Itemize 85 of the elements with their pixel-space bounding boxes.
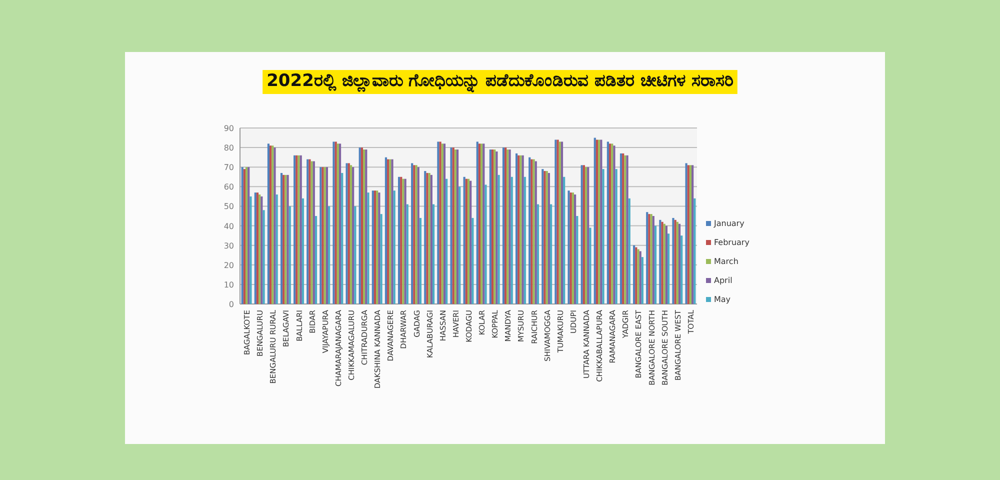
bar	[680, 236, 683, 304]
bar	[458, 186, 461, 304]
bar	[380, 214, 382, 304]
chart-title: 2022ರಲ್ಲಿ ಜಿಲ್ಲಾವಾರು ಗೋಧಿಯನ್ನು ಪಡೆದುಕೊಂಡಿರುವ ಪಡಿತರ ಚೀಟಿಗಳ ಸರಾಸರಿ	[266, 71, 734, 93]
bar	[338, 144, 342, 304]
y-tick-label: 40	[224, 222, 234, 231]
bar	[491, 150, 494, 304]
bar	[280, 172, 283, 304]
bar	[341, 172, 344, 304]
y-tick-label: 20	[224, 260, 234, 270]
bar	[256, 192, 259, 304]
bar	[288, 206, 291, 304]
y-tick-label: 80	[224, 144, 234, 153]
bar	[574, 194, 576, 304]
bar	[615, 169, 618, 304]
bar	[250, 196, 252, 304]
bar	[443, 144, 446, 304]
bar	[372, 190, 374, 304]
bar	[354, 206, 356, 304]
legend-label: March	[714, 257, 738, 266]
bar	[678, 224, 681, 304]
bar	[587, 167, 590, 304]
bar	[419, 218, 422, 304]
bar	[654, 226, 657, 304]
bar	[602, 169, 604, 304]
bar	[641, 257, 644, 304]
y-tick-label: 90	[224, 124, 234, 133]
bar	[314, 216, 318, 304]
y-tick-label: 60	[224, 182, 234, 192]
y-tick-label: 10	[224, 280, 234, 290]
bar	[596, 140, 598, 304]
bar	[510, 176, 513, 304]
bar	[262, 210, 265, 304]
bar	[524, 176, 526, 304]
bar	[254, 192, 256, 304]
bar	[245, 167, 248, 304]
bar	[694, 198, 696, 304]
bar	[620, 153, 622, 304]
bar	[608, 144, 612, 304]
bar	[576, 216, 578, 304]
legend-label: April	[714, 276, 732, 285]
bar	[456, 150, 459, 304]
bar	[406, 204, 408, 304]
bar	[550, 204, 552, 304]
bar	[446, 178, 448, 304]
legend-label: May	[714, 295, 731, 304]
bar	[267, 144, 270, 304]
bar	[484, 184, 487, 304]
bar	[248, 167, 250, 304]
bar	[374, 190, 376, 304]
bar	[326, 167, 328, 304]
bar	[589, 228, 592, 304]
y-tick-label: 30	[224, 241, 234, 250]
bar	[692, 165, 694, 304]
bar	[393, 190, 396, 304]
bar	[536, 204, 540, 304]
bar	[470, 180, 472, 304]
y-tick-label: 70	[224, 163, 234, 172]
bar	[302, 198, 304, 304]
bar	[478, 144, 481, 304]
bar	[560, 142, 564, 304]
bar	[563, 176, 566, 304]
legend-label: January	[713, 219, 745, 228]
bar	[350, 165, 352, 304]
bar	[432, 204, 435, 304]
legend-label: February	[714, 238, 750, 247]
bar	[594, 138, 596, 304]
bar	[467, 178, 470, 304]
y-tick-label: 0	[228, 300, 234, 309]
bar	[276, 194, 278, 304]
bar	[367, 192, 370, 304]
y-tick-label: 50	[224, 202, 234, 212]
bar	[502, 148, 505, 304]
bar	[606, 142, 609, 304]
bar	[352, 167, 354, 304]
bar	[498, 174, 500, 304]
bar	[328, 206, 330, 304]
bar	[628, 198, 630, 304]
bar	[398, 176, 400, 304]
bar	[384, 157, 388, 304]
bar	[689, 165, 692, 304]
bar	[584, 167, 588, 304]
bar	[472, 218, 474, 304]
bar	[489, 150, 492, 304]
bar	[667, 234, 670, 304]
